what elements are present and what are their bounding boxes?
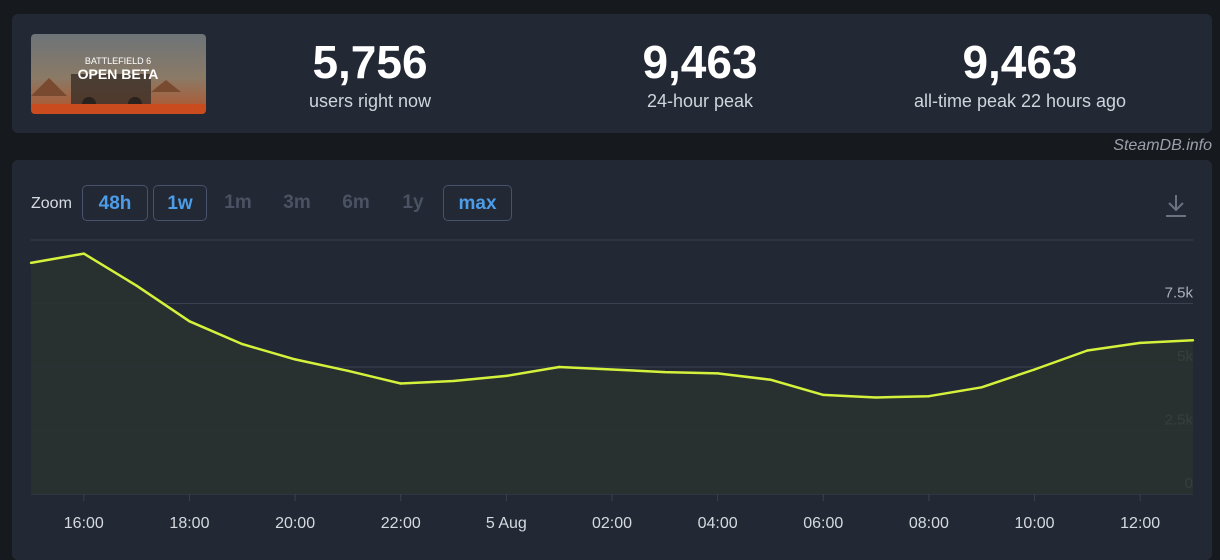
data-point [874, 396, 878, 399]
data-point [293, 358, 297, 361]
series-area [31, 253, 1193, 494]
x-tick-label: 20:00 [275, 515, 315, 532]
stat-24h-peak: 9,463 24-hour peak [570, 14, 830, 112]
data-point [822, 393, 825, 397]
data-point [29, 261, 33, 265]
zoom-button-3m[interactable]: 3m [283, 192, 311, 213]
x-tick-label: 06:00 [803, 515, 843, 532]
data-point [927, 395, 931, 398]
game-art-title: BATTLEFIELD 6 [85, 56, 151, 66]
x-tick-label: 08:00 [909, 515, 949, 532]
data-point [769, 378, 772, 381]
game-thumbnail[interactable]: BATTLEFIELD 6 OPEN BETA [31, 34, 206, 114]
data-point [663, 370, 667, 374]
x-tick-label: 16:00 [64, 515, 104, 532]
data-point [1086, 349, 1089, 352]
download-icon[interactable] [1164, 193, 1188, 219]
x-tick-label: 5 Aug [486, 515, 527, 532]
data-point [346, 369, 350, 373]
game-art-image: BATTLEFIELD 6 OPEN BETA [31, 34, 206, 114]
stat-value: 5,756 [312, 36, 428, 88]
data-point [980, 386, 983, 389]
stat-label: all-time peak 22 hours ago [913, 91, 1127, 111]
x-tick-label: 02:00 [592, 515, 632, 532]
zoom-button-1m[interactable]: 1m [224, 192, 252, 213]
zoom-button-48h[interactable]: 48h [82, 185, 148, 221]
data-point [1033, 368, 1036, 371]
stat-current-users: 5,756 users right now [240, 14, 500, 112]
data-point [610, 368, 614, 371]
data-point [505, 374, 508, 378]
data-point [557, 365, 561, 369]
stat-label: users right now [308, 91, 432, 111]
data-point [135, 284, 138, 287]
stat-value: 9,463 [642, 36, 758, 88]
y-tick-label: 7.5k [1165, 285, 1194, 302]
stat-all-time-peak: 9,463 all-time peak 22 hours ago [890, 14, 1150, 112]
game-art-subtitle: OPEN BETA [78, 66, 159, 82]
x-tick-label: 22:00 [381, 515, 421, 532]
zoom-button-6m[interactable]: 6m [342, 192, 370, 213]
data-point [241, 342, 244, 346]
data-point [188, 320, 191, 323]
x-tick-label: 12:00 [1120, 515, 1160, 532]
data-point [82, 252, 86, 255]
zoom-button-1y[interactable]: 1y [402, 192, 424, 213]
data-point [452, 379, 455, 383]
x-tick-label: 10:00 [1015, 515, 1055, 532]
x-tick-label: 18:00 [169, 515, 209, 532]
stat-label: 24-hour peak [646, 91, 754, 111]
zoom-label: Zoom [31, 195, 72, 212]
data-point [1138, 341, 1142, 345]
steamdb-credit[interactable]: SteamDB.info [1113, 137, 1212, 154]
data-point [716, 372, 719, 375]
data-point [399, 382, 402, 385]
zoom-button-max[interactable]: max [443, 185, 512, 221]
stat-value: 9,463 [962, 36, 1078, 88]
x-tick-label: 04:00 [698, 515, 738, 532]
data-point [1191, 339, 1195, 342]
zoom-button-1w[interactable]: 1w [153, 185, 207, 221]
stats-panel: BATTLEFIELD 6 OPEN BETA 5,756 users righ… [12, 14, 1212, 133]
